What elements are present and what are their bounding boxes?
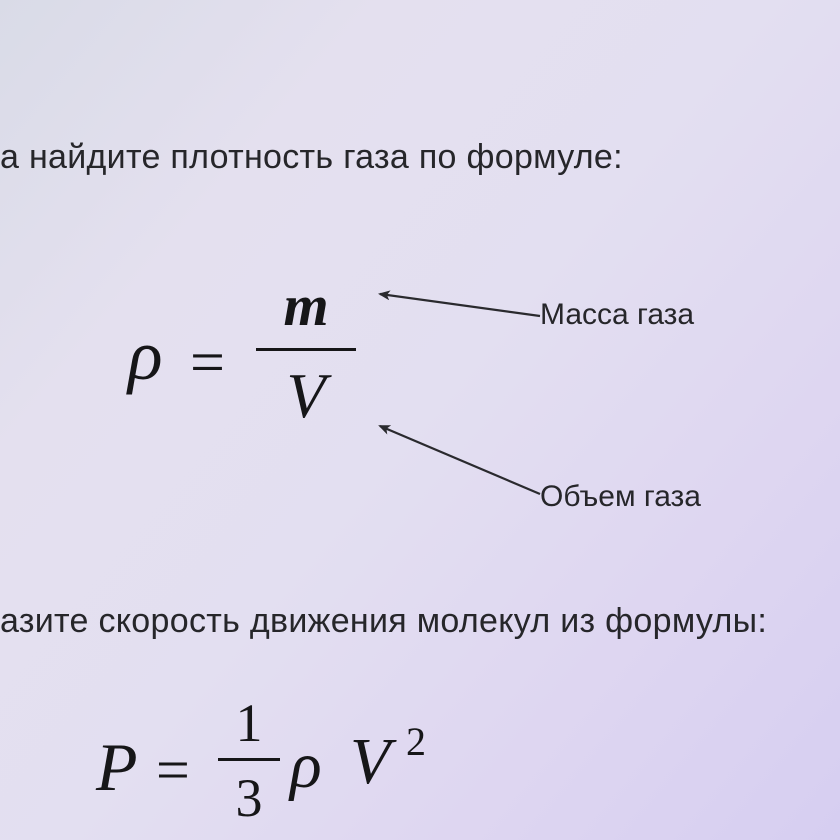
numerator-m: m (256, 266, 356, 348)
symbol-v-2: V (350, 724, 390, 800)
numerator-1: 1 (218, 688, 280, 758)
exponent-2: 2 (406, 718, 426, 765)
fraction-m-over-v: m V (256, 266, 356, 441)
equals-sign-2: = (156, 736, 190, 805)
equals-sign: = (190, 328, 225, 399)
denominator-3: 3 (218, 761, 280, 835)
formula-pressure: P = 1 3 ρ V 2 (96, 688, 516, 840)
fraction-one-third: 1 3 (218, 688, 280, 835)
instruction-text-1: а найдите плотность газа по формуле: (0, 138, 623, 177)
label-mass: Масса газа (540, 298, 694, 332)
label-volume: Объем газа (540, 480, 701, 514)
symbol-p: P (96, 728, 138, 807)
symbol-rho-2: ρ (290, 728, 322, 804)
symbol-rho: ρ (128, 314, 163, 397)
denominator-v: V (256, 351, 356, 441)
instruction-text-2: азите скорость движения молекул из форму… (0, 602, 767, 641)
formula-density: ρ = m V (128, 266, 448, 456)
